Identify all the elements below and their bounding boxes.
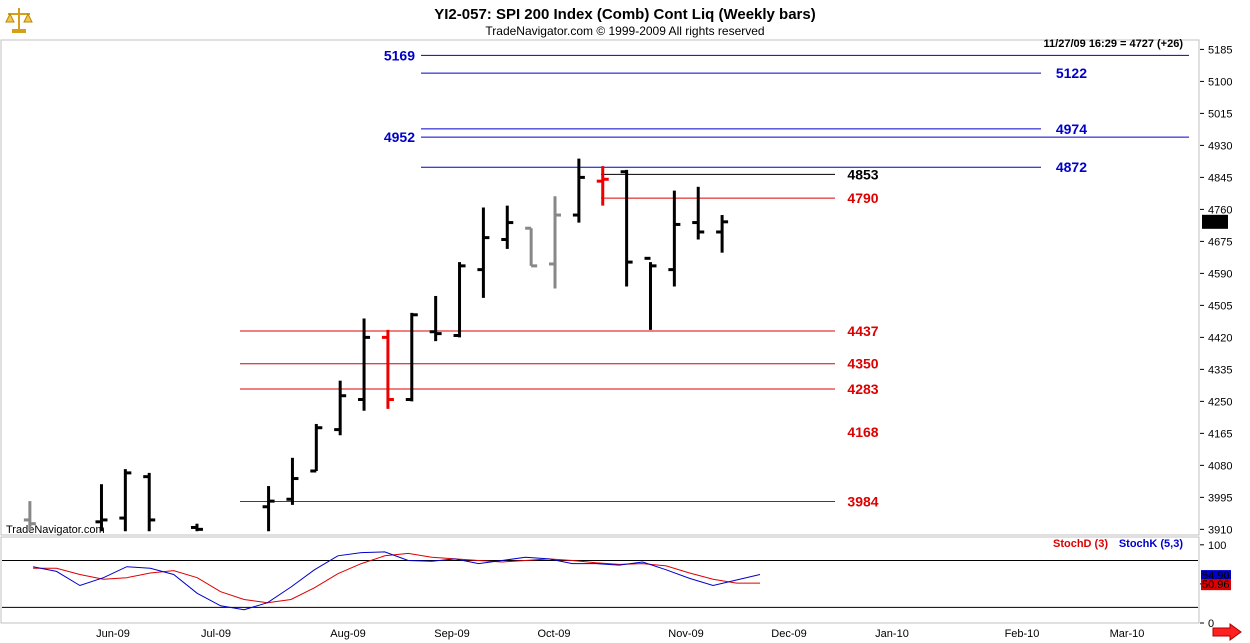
level-label: 3984 bbox=[847, 493, 878, 509]
stoch-tick-label: 100 bbox=[1208, 540, 1226, 552]
bars-layer bbox=[23, 158, 729, 532]
time-axis: Jun-09 Jul-09 Aug-09 Sep-09 Oct-09 Nov-09 Dec-… bbox=[96, 628, 1144, 640]
stoch-k-legend: StochK (5,3) bbox=[1119, 538, 1184, 550]
price-tick-label: 4675 bbox=[1208, 236, 1232, 248]
month-label: Jun-09 bbox=[96, 628, 130, 640]
month-label: Jan-10 bbox=[875, 628, 909, 640]
level-label: 4974 bbox=[1056, 121, 1087, 137]
price-axis: 5185 5100 5015 4930 4845 4760 4675 4590 4505 4420… bbox=[1200, 44, 1232, 536]
stoch-d-line bbox=[33, 552, 760, 604]
month-label: Mar-10 bbox=[1110, 628, 1145, 640]
chart-subtitle: TradeNavigator.com © 1999-2009 All right… bbox=[485, 24, 764, 38]
level-label: 4952 bbox=[384, 129, 415, 145]
price-tick-label: 4250 bbox=[1208, 396, 1232, 408]
level-label: 5169 bbox=[384, 47, 415, 63]
level-label: 4437 bbox=[847, 323, 878, 339]
stoch-k-value: 54.90 bbox=[1202, 570, 1230, 582]
stoch-d-legend: StochD (3) bbox=[1053, 538, 1108, 550]
price-tick-label: 3910 bbox=[1208, 524, 1232, 536]
levels-layer: 5169 5122 4974 4952 4872 4853 4790 4437 4350 4283… bbox=[240, 47, 1189, 509]
price-tick-label: 4845 bbox=[1208, 172, 1232, 184]
price-panel bbox=[0, 39, 1200, 536]
price-tick-label: 4505 bbox=[1208, 300, 1232, 312]
price-tick-label: 4080 bbox=[1208, 460, 1232, 472]
price-tick-label: 4335 bbox=[1208, 364, 1232, 376]
level-label: 4853 bbox=[847, 166, 878, 182]
logo-scales-icon bbox=[4, 4, 34, 36]
level-label: 4168 bbox=[847, 424, 878, 440]
month-label: Nov-09 bbox=[668, 628, 703, 640]
price-tick-label: 4760 bbox=[1208, 204, 1232, 216]
month-label: Aug-09 bbox=[330, 628, 365, 640]
month-label: Jul-09 bbox=[201, 628, 231, 640]
current-price-badge bbox=[1202, 214, 1228, 229]
price-tick-label: 4420 bbox=[1208, 332, 1232, 344]
price-tick-label: 4165 bbox=[1208, 428, 1232, 440]
level-label: 4350 bbox=[847, 356, 878, 372]
stoch-k-badge bbox=[1201, 570, 1231, 582]
chart-title: YI2-057: SPI 200 Index (Comb) Cont Liq (… bbox=[434, 6, 815, 23]
scroll-right-arrow-icon[interactable] bbox=[1212, 623, 1242, 641]
price-tick-label: 5100 bbox=[1208, 76, 1232, 88]
last-quote: 11/27/09 16:29 = 4727 (+26) bbox=[1044, 38, 1184, 50]
stoch-k-line bbox=[32, 551, 761, 611]
stoch-d-value: 50.96 bbox=[1202, 579, 1230, 591]
price-tick-label: 4930 bbox=[1208, 140, 1232, 152]
month-label: Dec-09 bbox=[771, 628, 806, 640]
level-label: 4283 bbox=[847, 381, 878, 397]
level-label: 5122 bbox=[1056, 65, 1087, 81]
current-price-label: 4727 bbox=[1204, 217, 1228, 229]
watermark: TradeNavigator.com bbox=[6, 524, 105, 536]
price-tick-label: 5015 bbox=[1208, 108, 1232, 120]
month-label: Sep-09 bbox=[434, 628, 469, 640]
price-tick-label: 3995 bbox=[1208, 492, 1232, 504]
level-label: 4790 bbox=[847, 190, 878, 206]
month-label: Oct-09 bbox=[537, 628, 570, 640]
level-label: 4872 bbox=[1056, 159, 1087, 175]
stoch-tick-label: 0 bbox=[1208, 618, 1214, 630]
price-tick-label: 4590 bbox=[1208, 268, 1232, 280]
stoch-d-badge bbox=[1201, 579, 1231, 591]
price-tick-label: 5185 bbox=[1208, 44, 1232, 56]
month-label: Feb-10 bbox=[1005, 628, 1040, 640]
